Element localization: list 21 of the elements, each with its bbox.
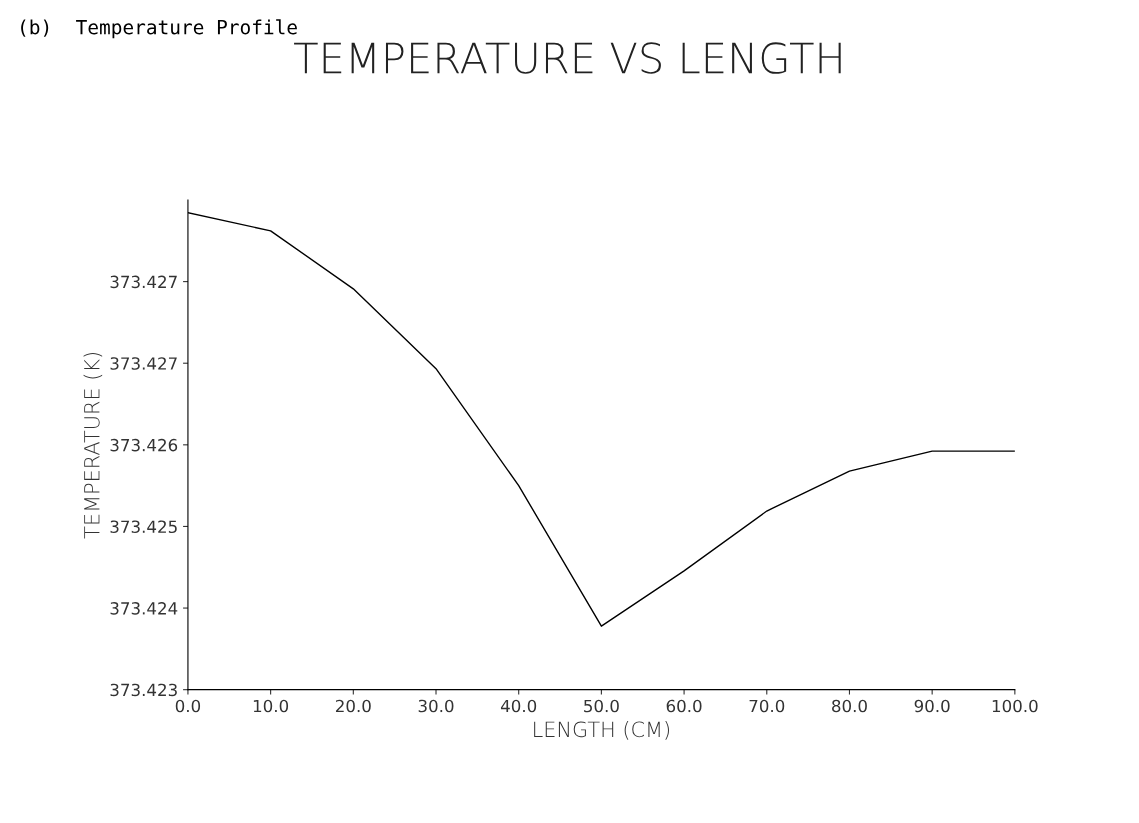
- x-tick-label: 30.0: [418, 699, 454, 713]
- x-tick-label: 20.0: [335, 699, 371, 713]
- x-axis-title: LENGTH (CM): [534, 721, 670, 740]
- x-tick-label: 80.0: [832, 699, 867, 713]
- y-tick-label: 373.426: [110, 438, 178, 452]
- x-tick-label: 90.0: [914, 699, 950, 713]
- x-tick-label: 100.0: [992, 699, 1038, 713]
- y-tick-label: 373.423: [110, 683, 177, 697]
- x-tick-label: 60.0: [666, 699, 702, 713]
- y-tick-label: 373.425: [110, 520, 177, 534]
- x-tick-label: 70.0: [749, 699, 785, 713]
- y-axis-title: TEMPERATURE (K): [83, 352, 103, 539]
- text: (b) Temperature Profile: [21, 19, 297, 39]
- x-tick-label: 10.0: [253, 699, 289, 713]
- x-tick-label: 50.0: [584, 699, 619, 713]
- y-tick-label: 373.427: [110, 275, 177, 289]
- y-tick-label: 373.424: [110, 602, 178, 615]
- x-tick-label: 0.0: [175, 699, 201, 713]
- chart-title: TEMPERATURE VS LENGTH: [294, 42, 841, 74]
- y-tick-label: 373.427: [110, 357, 177, 370]
- x-tick-label: 40.0: [500, 699, 537, 713]
